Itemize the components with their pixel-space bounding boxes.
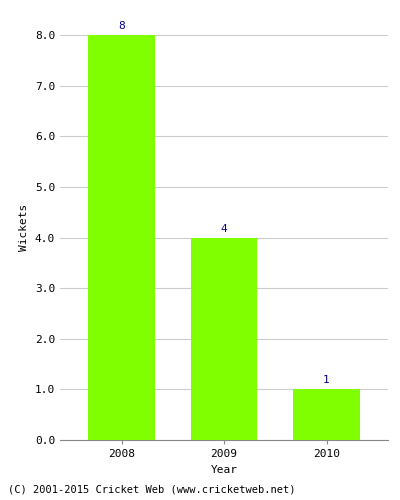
X-axis label: Year: Year: [210, 464, 238, 474]
Y-axis label: Wickets: Wickets: [19, 204, 29, 251]
Bar: [191, 238, 257, 440]
Text: 4: 4: [221, 224, 227, 234]
Text: (C) 2001-2015 Cricket Web (www.cricketweb.net): (C) 2001-2015 Cricket Web (www.cricketwe…: [8, 485, 296, 495]
Text: 8: 8: [118, 21, 125, 31]
Text: 1: 1: [323, 376, 330, 386]
Bar: [293, 390, 360, 440]
Bar: [88, 35, 155, 440]
